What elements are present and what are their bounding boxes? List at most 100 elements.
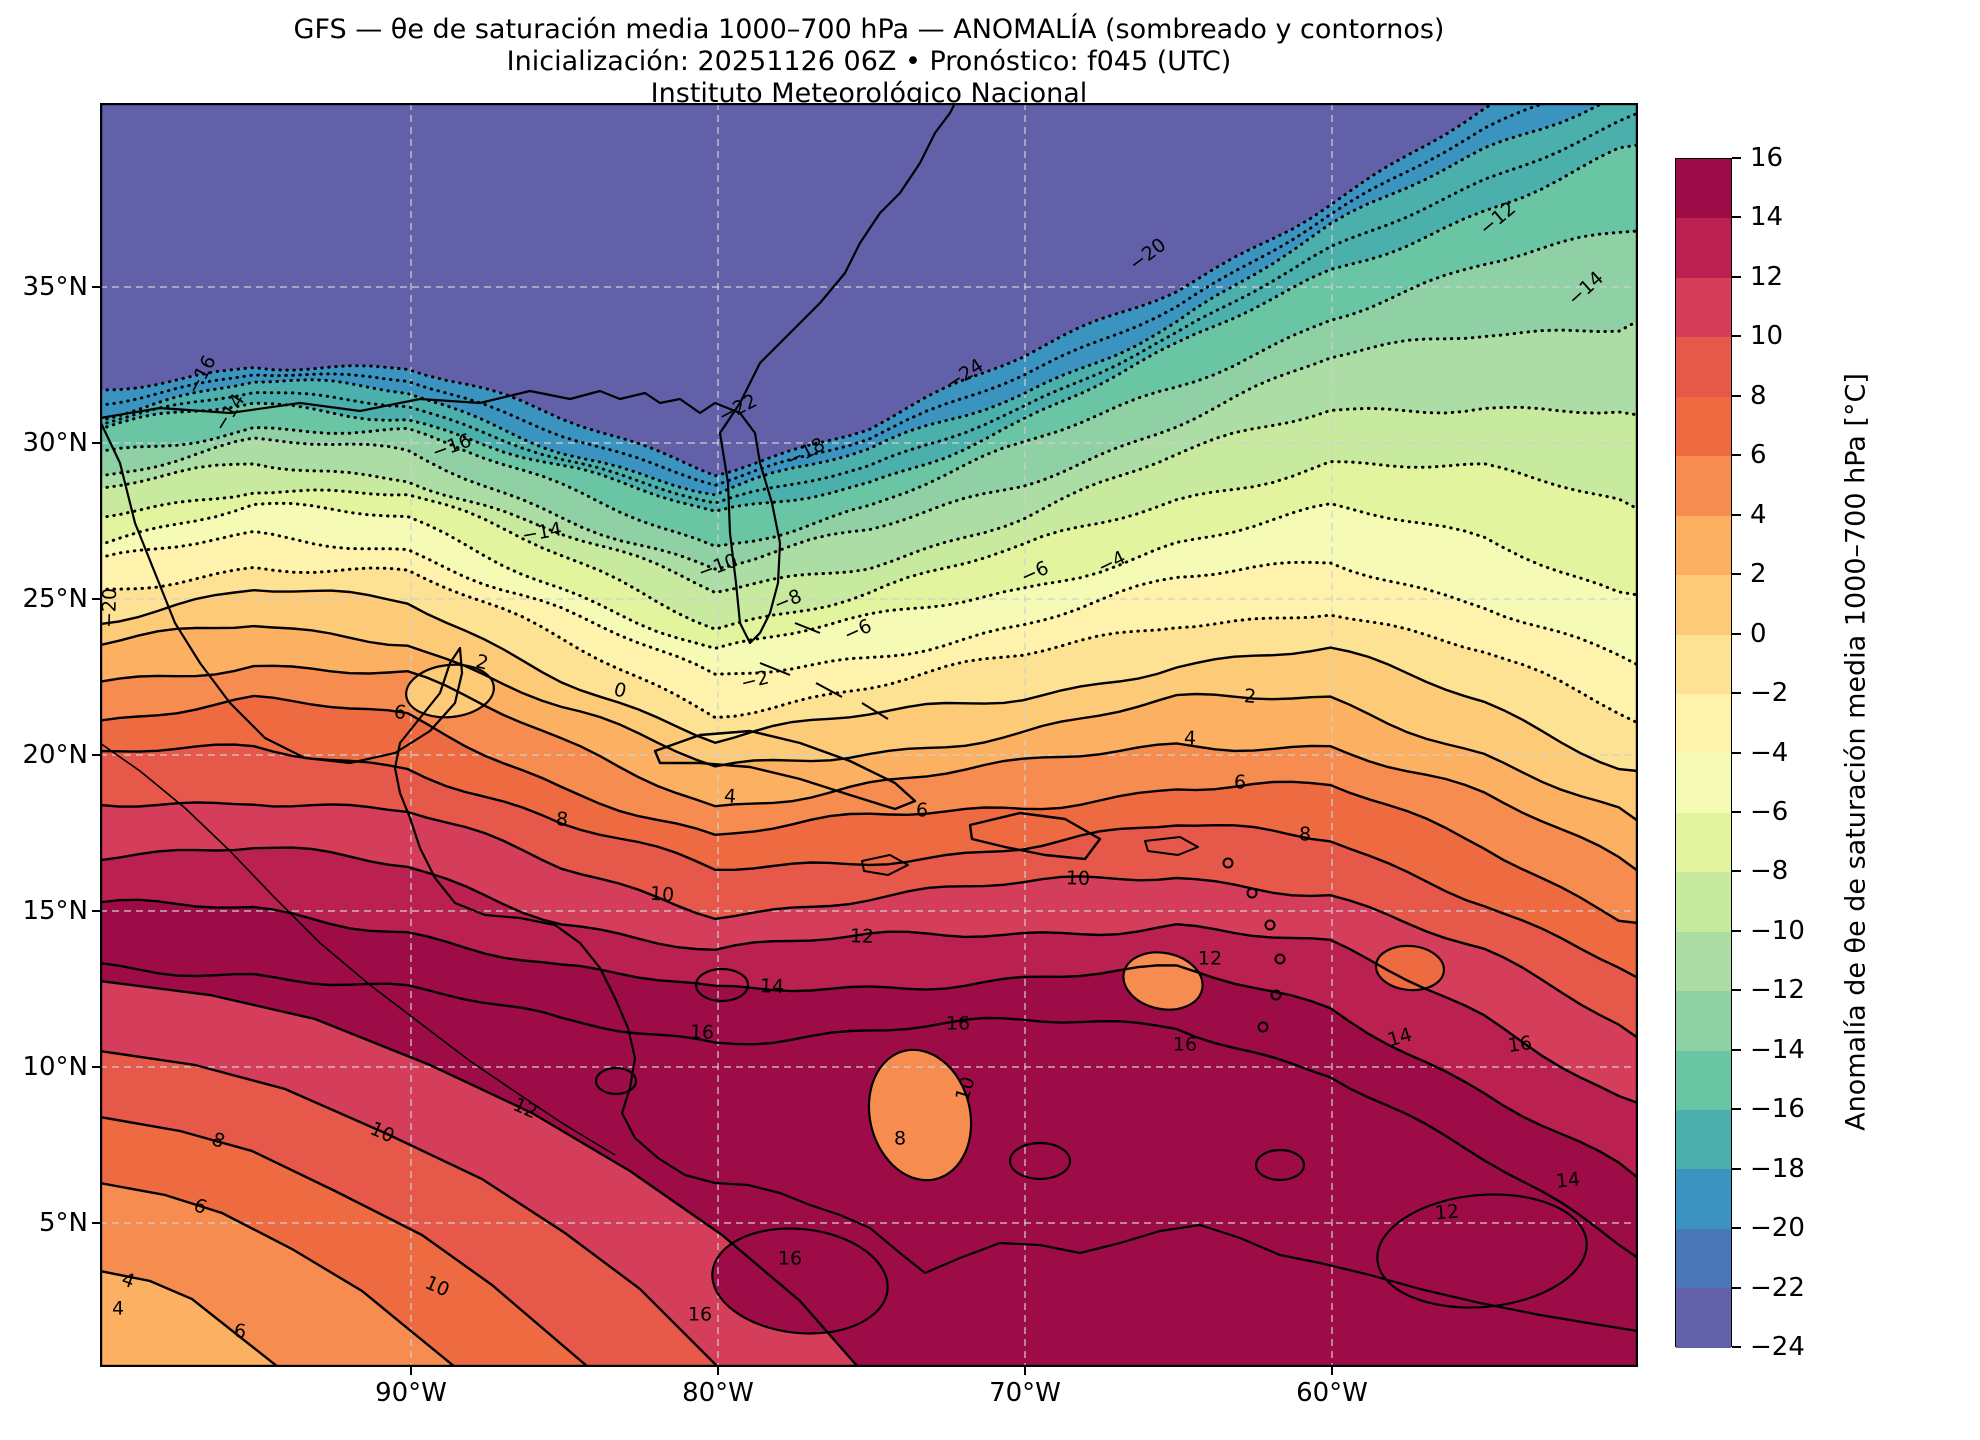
colorbar-band (1676, 337, 1731, 397)
contour-label: 2 (474, 650, 491, 674)
contour-ring (1254, 1148, 1306, 1182)
lat-tick-label: 10°N (22, 1052, 88, 1082)
colorbar-tick-mark (1732, 1227, 1741, 1230)
contour-label: 6 (916, 799, 929, 821)
colorbar-band (1676, 991, 1731, 1051)
contour-label: 16 (690, 1021, 715, 1044)
contour-label: 12 (1198, 948, 1222, 970)
colorbar-tick-mark (1732, 929, 1741, 932)
contour-ring (1122, 951, 1204, 1011)
colorbar-band (1676, 515, 1731, 576)
contour-label: 2 (1243, 685, 1257, 708)
contour-line-solid (100, 1181, 456, 1367)
shading-band (100, 665, 1638, 923)
contour-line-solid (100, 846, 1638, 1105)
plot-border (100, 103, 1638, 1367)
contour-line-dotted (100, 405, 1638, 595)
shading-band (100, 567, 1638, 771)
lat-tick-label: 20°N (22, 740, 88, 770)
colorbar-band (1676, 456, 1731, 516)
contour-label: 4 (723, 785, 737, 808)
shading-blob (1376, 945, 1444, 991)
colorbar-band (1676, 872, 1731, 932)
island-outline (1222, 857, 1234, 869)
lat-tick-mark (92, 442, 100, 444)
lon-tick-mark (1024, 1367, 1026, 1375)
contour-line-solid (100, 1049, 719, 1367)
shading-band (100, 695, 1638, 978)
shading-blob (712, 1228, 888, 1334)
coastline-puerto-rico (1144, 836, 1199, 856)
contour-line-solid (100, 801, 1638, 1040)
map-title: GFS — θe de saturación media 1000–700 hP… (293, 14, 1445, 45)
coastline-bahamas-2 (815, 682, 843, 698)
contour-line-dotted (100, 103, 1497, 478)
colorbar-tick-mark (1732, 216, 1741, 219)
colorbar-tick-label: −10 (1750, 915, 1805, 946)
contour-line-solid (100, 624, 1638, 823)
contour-line-dotted (100, 103, 1550, 487)
lat-tick-label: 5°N (39, 1208, 88, 1238)
colorbar-tick-mark (1732, 157, 1741, 159)
shading-band (100, 407, 1638, 630)
contour-ring (1376, 1193, 1588, 1309)
coastline-bahamas-4 (794, 622, 821, 634)
colorbar-label: Anomalía de θe de saturación media 1000–… (1840, 373, 1872, 1131)
colorbar-tick-mark (1732, 275, 1741, 278)
colorbar-tick-mark (1732, 870, 1741, 873)
lon-tick-mark (410, 1367, 412, 1375)
colorbar-tick-mark (1732, 454, 1741, 457)
contour-line-dotted (100, 460, 1638, 631)
contour-line-solid (100, 961, 1638, 1260)
colorbar-tick-mark (1732, 751, 1741, 754)
colorbar-tick-label: 10 (1750, 321, 1784, 352)
island-outline (1274, 953, 1286, 965)
shading-band (100, 321, 1638, 593)
contour-ring (405, 663, 495, 719)
contour-line-dotted (100, 565, 1638, 725)
contour-label: 16 (688, 1304, 712, 1326)
colorbar-tick-label: −20 (1750, 1213, 1805, 1244)
colorbar-tick-mark (1732, 1346, 1741, 1348)
lat-tick-label: 35°N (22, 272, 88, 302)
contour-line-solid (100, 664, 1638, 873)
contour-label: 8 (894, 1128, 906, 1150)
contour-label: 12 (850, 925, 875, 948)
colorbar-tick-label: −12 (1750, 975, 1805, 1006)
coastline-south-america-coast (924, 1223, 1638, 1333)
lon-tick-mark (717, 1367, 719, 1375)
contour-line-dotted (100, 229, 1638, 548)
colorbar-tick-label: −8 (1750, 856, 1789, 887)
colorbar-band (1676, 396, 1731, 457)
colorbar-band (1676, 693, 1731, 754)
coastline-bahamas-1 (759, 662, 791, 676)
coastline-mexico-central-america-coast (100, 420, 926, 1274)
colorbar-band (1676, 1228, 1731, 1289)
colorbar-tick-label: −24 (1750, 1332, 1805, 1362)
contour-line-solid (100, 588, 1638, 773)
colorbar-tick-label: −4 (1750, 737, 1789, 768)
colorbar-tick-mark (1732, 810, 1741, 813)
contour-label: 8 (1299, 823, 1312, 845)
colorbar-tick-mark (1732, 1167, 1741, 1170)
colorbar-tick-mark (1732, 1048, 1741, 1051)
lon-tick-label: 70°W (989, 1378, 1061, 1408)
colorbar-band (1676, 634, 1731, 694)
colorbar-band (1676, 159, 1731, 219)
colorbar-tick-label: −16 (1750, 1094, 1805, 1125)
island-outline (1246, 887, 1258, 899)
contour-label: 4 (1184, 727, 1197, 749)
contour-label: 10 (649, 883, 675, 907)
contour-label: 14 (760, 975, 785, 998)
shading-band (100, 103, 1494, 476)
colorbar-band (1676, 931, 1731, 992)
contour-ring (694, 967, 750, 1003)
contour-label: −20 (100, 588, 121, 629)
shading-band (100, 503, 1638, 675)
contour-label: 6 (233, 1320, 247, 1343)
colorbar-tick-mark (1732, 632, 1741, 635)
lat-tick-mark (92, 754, 100, 756)
lat-tick-mark (92, 286, 100, 288)
contour-line-solid (100, 898, 1638, 1180)
colorbar-tick-label: −22 (1750, 1272, 1805, 1303)
